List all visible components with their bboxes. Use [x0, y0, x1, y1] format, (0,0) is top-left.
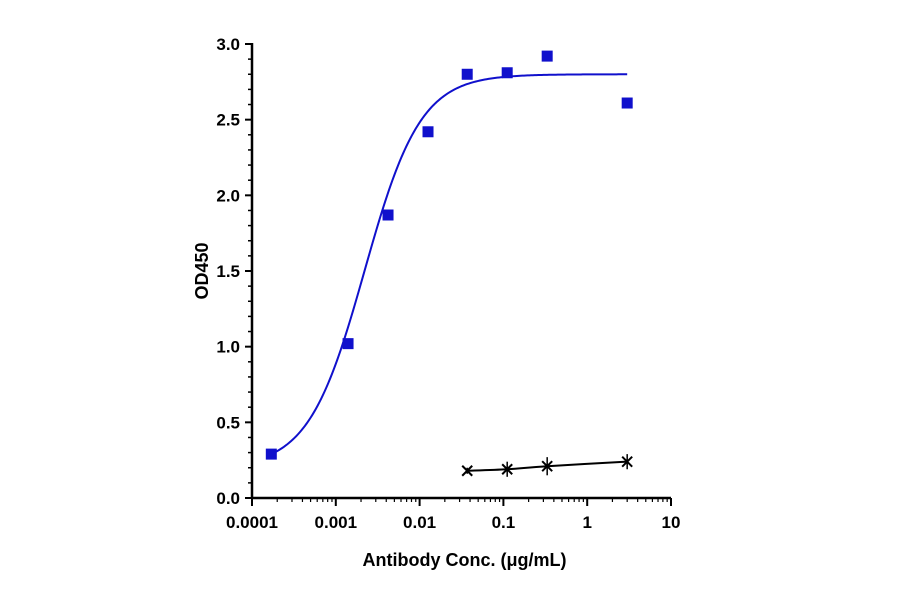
tick-labels: 0.0 0.5 1.0 1.5 2.0 2.5 3.0 0.0001 0.001 0.01 0.1 1…: [216, 35, 680, 532]
y-axis-title: OD450: [192, 242, 212, 299]
series-1-fit-line: [270, 73, 628, 456]
series-2-point: [501, 463, 513, 475]
x-axis-title: Antibody Conc. (μg/mL): [363, 550, 567, 570]
x-marker-stroke: [621, 455, 633, 468]
x-tick-label: 0.0001: [226, 513, 278, 532]
series-1-point: [342, 338, 354, 350]
x-tick-label: 0.1: [492, 513, 516, 532]
series-1-point: [541, 50, 553, 62]
axes: [245, 43, 672, 506]
x-tick-label: 0.001: [315, 513, 358, 532]
series-1-point: [382, 209, 394, 221]
x-tick-label: 0.01: [403, 513, 436, 532]
y-tick-label: 2.0: [216, 186, 240, 205]
series-1-point: [265, 448, 277, 460]
x-tick-label: 10: [662, 513, 681, 532]
series-2-point: [541, 460, 553, 472]
series-1-point: [461, 68, 473, 80]
series-1-point: [422, 126, 434, 138]
series-2-point: [461, 465, 473, 477]
x-marker-stroke: [501, 463, 513, 475]
data-points: [265, 50, 633, 477]
y-tick-label: 2.5: [216, 111, 240, 130]
series-2-point: [621, 455, 633, 468]
series-1-point: [501, 67, 513, 79]
y-tick-label: 3.0: [216, 35, 240, 54]
x-tick-label: 1: [582, 513, 591, 532]
fit-curves: [270, 73, 628, 472]
y-tick-label: 0.0: [216, 489, 240, 508]
series-2-fit-line: [467, 460, 628, 472]
y-tick-label: 1.5: [216, 262, 240, 281]
x-marker-stroke: [541, 460, 553, 472]
y-tick-label: 0.5: [216, 413, 240, 432]
y-tick-label: 1.0: [216, 338, 240, 357]
series-1-point: [621, 97, 633, 109]
x-marker-stroke: [461, 465, 473, 477]
